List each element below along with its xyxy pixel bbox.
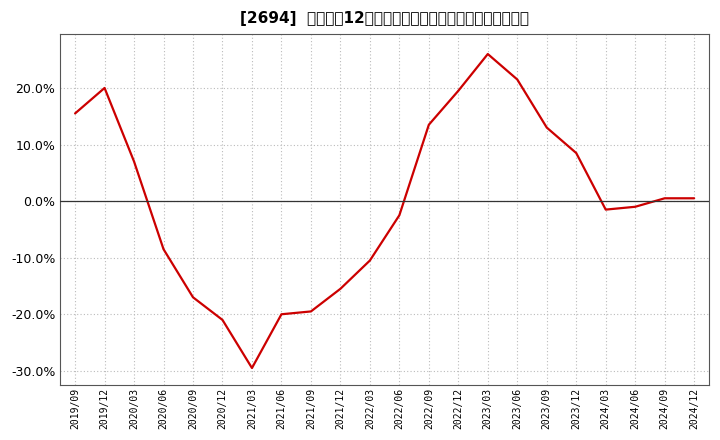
Title: [2694]  売上高の12か月移動合計の対前年同期増減率の推移: [2694] 売上高の12か月移動合計の対前年同期増減率の推移 [240, 11, 529, 26]
